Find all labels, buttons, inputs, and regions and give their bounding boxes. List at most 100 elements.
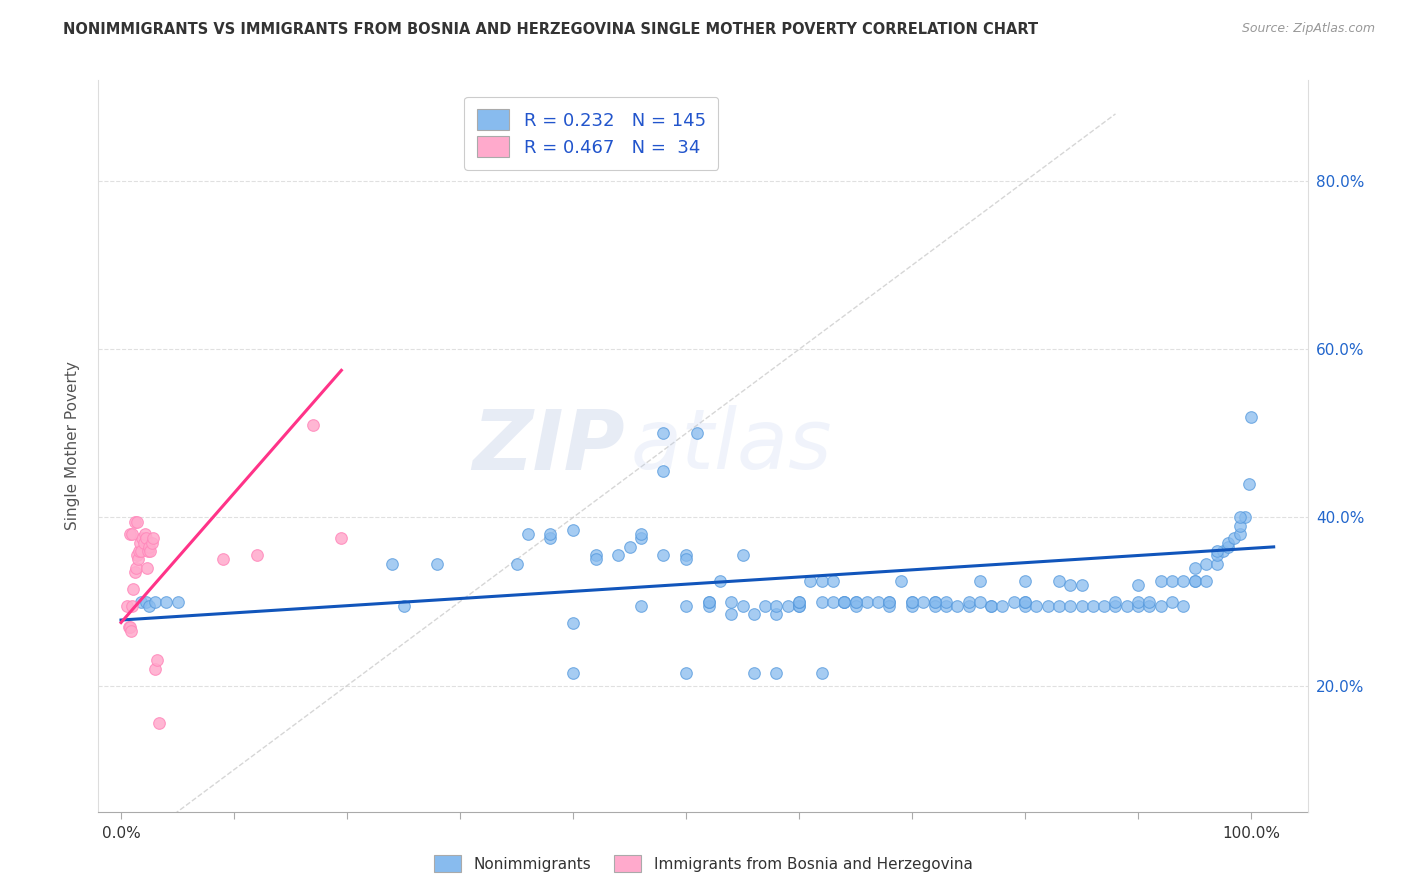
Point xyxy=(1195,557,1218,571)
Point xyxy=(562,523,585,537)
Point xyxy=(1161,594,1184,608)
Point xyxy=(1184,574,1206,588)
Point xyxy=(924,594,946,608)
Point xyxy=(1150,574,1173,588)
Point xyxy=(879,594,901,608)
Point xyxy=(131,594,153,608)
Point xyxy=(787,599,810,613)
Point xyxy=(538,527,561,541)
Point xyxy=(1229,519,1251,533)
Point xyxy=(121,527,143,541)
Point xyxy=(868,594,890,608)
Point xyxy=(1070,599,1092,613)
Point xyxy=(1206,549,1229,563)
Point xyxy=(330,532,353,546)
Point xyxy=(585,549,607,563)
Point xyxy=(1036,599,1059,613)
Point xyxy=(125,549,148,563)
Point xyxy=(246,549,269,563)
Point xyxy=(1047,599,1070,613)
Point xyxy=(720,594,742,608)
Point xyxy=(630,599,652,613)
Point xyxy=(924,594,946,608)
Point xyxy=(131,544,153,558)
Point xyxy=(652,549,675,563)
Point xyxy=(138,599,160,613)
Point xyxy=(1126,599,1149,613)
Point xyxy=(969,574,991,588)
Point xyxy=(124,515,146,529)
Point xyxy=(562,665,585,680)
Point xyxy=(754,599,776,613)
Point xyxy=(1240,409,1263,424)
Point xyxy=(901,599,924,613)
Point xyxy=(211,552,233,566)
Point xyxy=(845,599,868,613)
Point xyxy=(776,599,799,613)
Legend: R = 0.232   N = 145, R = 0.467   N =  34: R = 0.232 N = 145, R = 0.467 N = 34 xyxy=(464,96,718,170)
Point xyxy=(134,527,156,541)
Point xyxy=(1002,594,1025,608)
Point xyxy=(1025,599,1047,613)
Point xyxy=(1229,510,1251,524)
Point xyxy=(141,535,163,549)
Point xyxy=(1184,574,1206,588)
Point xyxy=(1047,574,1070,588)
Point xyxy=(957,594,980,608)
Point xyxy=(505,557,527,571)
Point xyxy=(120,624,142,638)
Point xyxy=(1218,540,1240,554)
Point xyxy=(1126,578,1149,592)
Point xyxy=(957,599,980,613)
Point xyxy=(121,599,143,613)
Point xyxy=(302,417,325,432)
Point xyxy=(129,535,152,549)
Point xyxy=(132,535,155,549)
Point xyxy=(1014,594,1036,608)
Y-axis label: Single Mother Poverty: Single Mother Poverty xyxy=(65,361,80,531)
Point xyxy=(879,594,901,608)
Point xyxy=(1161,574,1184,588)
Point xyxy=(980,599,1002,613)
Point xyxy=(742,665,765,680)
Point xyxy=(1014,574,1036,588)
Point xyxy=(675,552,697,566)
Point xyxy=(787,594,810,608)
Point xyxy=(148,716,170,731)
Point xyxy=(122,582,145,596)
Point xyxy=(832,594,855,608)
Point xyxy=(1014,594,1036,608)
Point xyxy=(720,607,742,622)
Point xyxy=(516,527,538,541)
Point xyxy=(856,594,879,608)
Point xyxy=(127,552,149,566)
Point xyxy=(686,426,709,441)
Point xyxy=(136,544,159,558)
Point xyxy=(1137,594,1160,608)
Point xyxy=(765,599,787,613)
Point xyxy=(426,557,449,571)
Point xyxy=(155,594,177,608)
Point xyxy=(1206,544,1229,558)
Point xyxy=(912,594,935,608)
Point xyxy=(821,594,844,608)
Point xyxy=(1234,510,1257,524)
Point xyxy=(731,549,754,563)
Point xyxy=(845,594,868,608)
Point xyxy=(381,557,404,571)
Point xyxy=(697,594,720,608)
Point xyxy=(138,540,160,554)
Point xyxy=(935,599,957,613)
Point xyxy=(787,594,810,608)
Point xyxy=(709,574,731,588)
Point xyxy=(139,544,162,558)
Point xyxy=(166,594,188,608)
Point xyxy=(136,561,159,575)
Point xyxy=(1173,599,1195,613)
Point xyxy=(1173,574,1195,588)
Point xyxy=(935,594,957,608)
Point xyxy=(128,544,150,558)
Point xyxy=(1081,599,1104,613)
Point xyxy=(1195,574,1218,588)
Text: NONIMMIGRANTS VS IMMIGRANTS FROM BOSNIA AND HERZEGOVINA SINGLE MOTHER POVERTY CO: NONIMMIGRANTS VS IMMIGRANTS FROM BOSNIA … xyxy=(63,22,1039,37)
